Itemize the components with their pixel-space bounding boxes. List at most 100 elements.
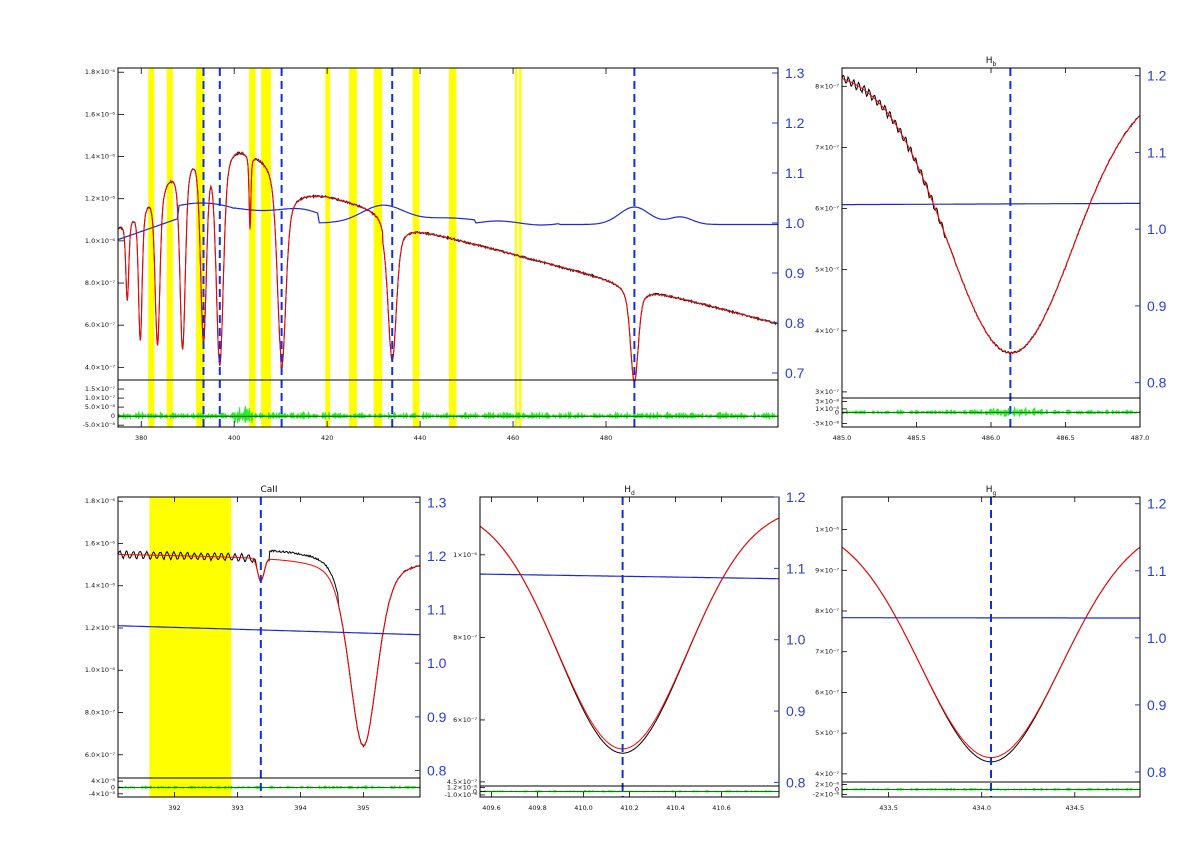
plot-area [842,68,1140,427]
y-tick-label: 1×10⁻⁶ [453,551,477,559]
y2-tick-label: 1.1 [427,602,447,618]
y-tick-label: 4.5×10⁻⁷ [447,778,477,786]
res-tick-label: 0 [835,409,839,417]
res-tick-label: 0 [111,412,115,420]
x-tick-label: 409.8 [528,804,547,812]
plot-area [842,497,1140,797]
y2-tick-label: 0.8 [427,762,447,778]
res-tick-label: -4×10⁻⁸ [89,790,116,798]
y-tick-label: 1×10⁻⁶ [815,526,839,534]
highlight-band [149,497,232,797]
x-tick-label: 409.6 [482,804,501,812]
highlight-band [349,68,357,427]
x-tick-label: 392 [168,804,180,812]
highlight-band [412,68,420,427]
x-tick-label: 434.0 [972,804,991,812]
y-tick-label: 1.2×10⁻⁶ [85,195,115,203]
y-tick-label: 7×10⁻⁷ [815,143,839,151]
continuum-curve [118,625,420,636]
x-tick-label: 480 [600,434,612,442]
panel-hd: 409.6 409.8 410.0 410.2 410.4 410.6 4.5×10⁻⁷ 6×… [445,485,806,812]
highlight-band [519,68,522,427]
panel-title: Hg [986,485,997,497]
panel-title-sub: d [631,490,635,497]
panel-full: 380 400 420 440 460 480 4.0×10⁻⁷ 6.0×10⁻⁷ 8.0×10… [83,65,805,442]
highlight-band [249,68,256,427]
panel-caii: 392 393 394 395 6.0×10⁻⁷ 8.0×10⁻⁷ 1.0×10⁻⁶ 1.2×… [85,485,447,812]
res-tick-label: 0 [473,788,477,796]
y-tick-label: 5×10⁻⁷ [815,266,839,274]
x-tick-label: 485.5 [907,434,926,442]
res-tick-label: 5.0×10⁻⁸ [85,403,115,411]
y-tick-label: 1.8×10⁻⁶ [85,497,115,505]
y-tick-label: 1.8×10⁻⁶ [85,68,115,76]
highlight-band [166,68,173,427]
plot-area [118,68,778,427]
highlight-band [148,68,155,427]
res-tick-label: -2×10⁻⁸ [813,791,840,799]
y-tick-label: 1.0×10⁻⁶ [85,666,115,674]
y2-tick-label: 0.9 [786,703,806,719]
res-tick-label: -1.0×10⁻⁸ [445,791,478,799]
y2-tick-label: 1.2 [786,489,806,505]
x-tick-label: 440 [414,434,426,442]
x-tick-label: 393 [231,804,243,812]
x-tick-label: 433.5 [879,804,898,812]
y2-tick-label: 1.1 [1147,144,1167,160]
y-tick-label: 5×10⁻⁷ [815,729,839,737]
y2-tick-label: 1.1 [1147,563,1167,579]
panel-hb: 485.0 485.5 486.0 486.5 487.0 3×10⁻⁷ 4×10⁻⁷ 5×1… [813,56,1167,442]
panel-title-main: H [624,485,631,495]
model-spectrum [118,152,778,383]
y-tick-label: 9×10⁻⁷ [815,566,839,574]
residual-band [842,406,1140,418]
y-tick-label: 1.4×10⁻⁶ [85,153,115,161]
res-tick-label: 2×10⁻⁸ [815,781,839,789]
y-tick-label: 6×10⁻⁷ [815,205,839,213]
model-spectrum [480,517,779,750]
panel-hg: 433.5 434.0 434.5 4×10⁻⁷ 5×10⁻⁷ 6×10⁻⁷ 7×10⁻⁷ 8… [813,485,1167,812]
res-tick-label: 1.2×10⁻⁸ [447,783,477,791]
data-spectrum [480,517,779,754]
y2-tick-label: 1.2 [785,115,805,131]
y2-tick-label: 0.9 [785,265,805,281]
model-spectrum [118,553,420,747]
y2-tick-label: 0.9 [1147,298,1167,314]
x-tick-label: 395 [357,804,369,812]
res-tick-label: 1.0×10⁻⁷ [85,394,115,402]
y2-tick-label: 0.7 [785,365,805,381]
x-tick-label: 400 [228,434,240,442]
x-tick-label: 410.0 [574,804,593,812]
y2-tick-label: 0.9 [427,709,447,725]
x-tick-label: 380 [135,434,147,442]
y2-tick-label: 1.3 [427,494,447,510]
continuum-curve [842,202,1140,206]
res-tick-label: -5.0×10⁻⁸ [83,421,116,429]
y-tick-label: 3×10⁻⁷ [815,388,839,396]
y2-tick-label: 1.0 [785,215,805,231]
panel-title-main: H [986,485,993,495]
panel-title: Hb [986,56,997,68]
panel-title-main: H [986,56,993,66]
x-tick-label: 487.0 [1131,434,1150,442]
res-tick-label: 3×10⁻⁸ [815,398,839,406]
res-tick-label: 0 [111,784,115,792]
res-tick-label: 1×10⁻⁸ [815,405,839,413]
y-tick-label: 6.0×10⁻⁷ [85,321,115,329]
y-tick-label: 8×10⁻⁷ [815,607,839,615]
y2-tick-label: 1.0 [427,655,447,671]
y-tick-label: 6.0×10⁻⁷ [85,751,115,759]
x-tick-label: 434.5 [1066,804,1085,812]
y2-tick-label: 0.8 [1147,764,1167,780]
y-tick-label: 4×10⁻⁷ [815,770,839,778]
highlight-band [325,68,330,427]
x-tick-label: 410.6 [712,804,731,812]
panel-title-sub: b [992,61,996,68]
y-tick-label: 6×10⁻⁷ [453,716,477,724]
res-tick-label: 4×10⁻⁸ [91,777,115,785]
y-tick-label: 4.0×10⁻⁷ [85,363,115,371]
y-tick-label: 1.0×10⁻⁶ [85,237,115,245]
y2-tick-label: 1.0 [1147,221,1167,237]
y-tick-label: 1.6×10⁻⁶ [85,110,115,118]
